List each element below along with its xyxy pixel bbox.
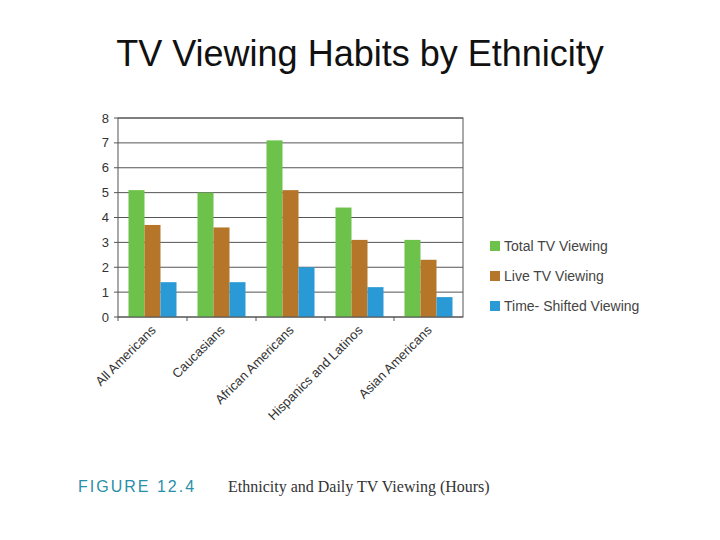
bar — [230, 282, 246, 317]
grid-line — [118, 142, 463, 143]
x-tick — [325, 317, 326, 321]
legend-label: Time- Shifted Viewing — [504, 298, 639, 314]
grid-line — [118, 167, 463, 168]
legend-swatch — [490, 271, 500, 281]
y-tick — [114, 242, 118, 243]
y-tick — [114, 142, 118, 143]
y-tick-label: 6 — [102, 160, 109, 175]
y-tick-label: 7 — [102, 135, 109, 150]
bar — [145, 225, 161, 317]
y-tick-label: 1 — [102, 285, 109, 300]
chart-container: TV Viewing Habits by Ethnicity 0 1 2 3 4 5 6 7 8 A… — [0, 0, 720, 540]
bar — [129, 190, 145, 317]
y-tick-label: 5 — [102, 185, 109, 200]
y-tick-label: 3 — [102, 235, 109, 250]
y-tick — [114, 118, 118, 119]
bar — [421, 260, 437, 317]
figure-caption: Ethnicity and Daily TV Viewing (Hours) — [228, 478, 490, 496]
y-tick-label: 8 — [102, 111, 109, 126]
x-tick-label: Hispanics and Latinos — [265, 322, 366, 423]
figure-label: FIGURE 12.4 — [78, 478, 196, 495]
x-tick — [187, 317, 188, 321]
y-tick — [114, 217, 118, 218]
legend-swatch — [490, 241, 500, 251]
bar — [368, 287, 384, 317]
x-tick-label: Asian Americans — [356, 322, 435, 401]
bar — [198, 193, 214, 317]
legend-label: Live TV Viewing — [504, 268, 604, 284]
bar — [352, 240, 368, 317]
y-tick — [114, 317, 118, 318]
bar — [283, 190, 299, 317]
bar — [336, 208, 352, 317]
bar — [299, 267, 315, 317]
y-tick — [114, 267, 118, 268]
bar — [214, 227, 230, 317]
y-tick — [114, 167, 118, 168]
x-tick — [394, 317, 395, 321]
grid: 0 1 2 3 4 5 6 7 8 — [102, 111, 463, 325]
chart-svg: TV Viewing Habits by Ethnicity 0 1 2 3 4 5 6 7 8 A… — [0, 0, 720, 540]
bar — [161, 282, 177, 317]
x-tick — [256, 317, 257, 321]
bar — [405, 240, 421, 317]
legend-swatch — [490, 301, 500, 311]
x-tick — [118, 317, 119, 321]
bars — [129, 140, 453, 317]
y-tick-label: 0 — [102, 310, 109, 325]
legend-label: Total TV Viewing — [504, 238, 608, 254]
x-tick-label: Caucasians — [169, 322, 228, 381]
chart-title: TV Viewing Habits by Ethnicity — [116, 33, 604, 74]
bar — [267, 140, 283, 317]
bar — [437, 297, 453, 317]
x-tick-label: All Americans — [92, 322, 159, 389]
plot-frame — [118, 118, 463, 317]
y-tick-label: 2 — [102, 260, 109, 275]
y-tick — [114, 292, 118, 293]
y-tick — [114, 192, 118, 193]
y-tick-label: 4 — [102, 210, 109, 225]
legend: Total TV Viewing Live TV Viewing Time- Shi… — [490, 238, 639, 314]
